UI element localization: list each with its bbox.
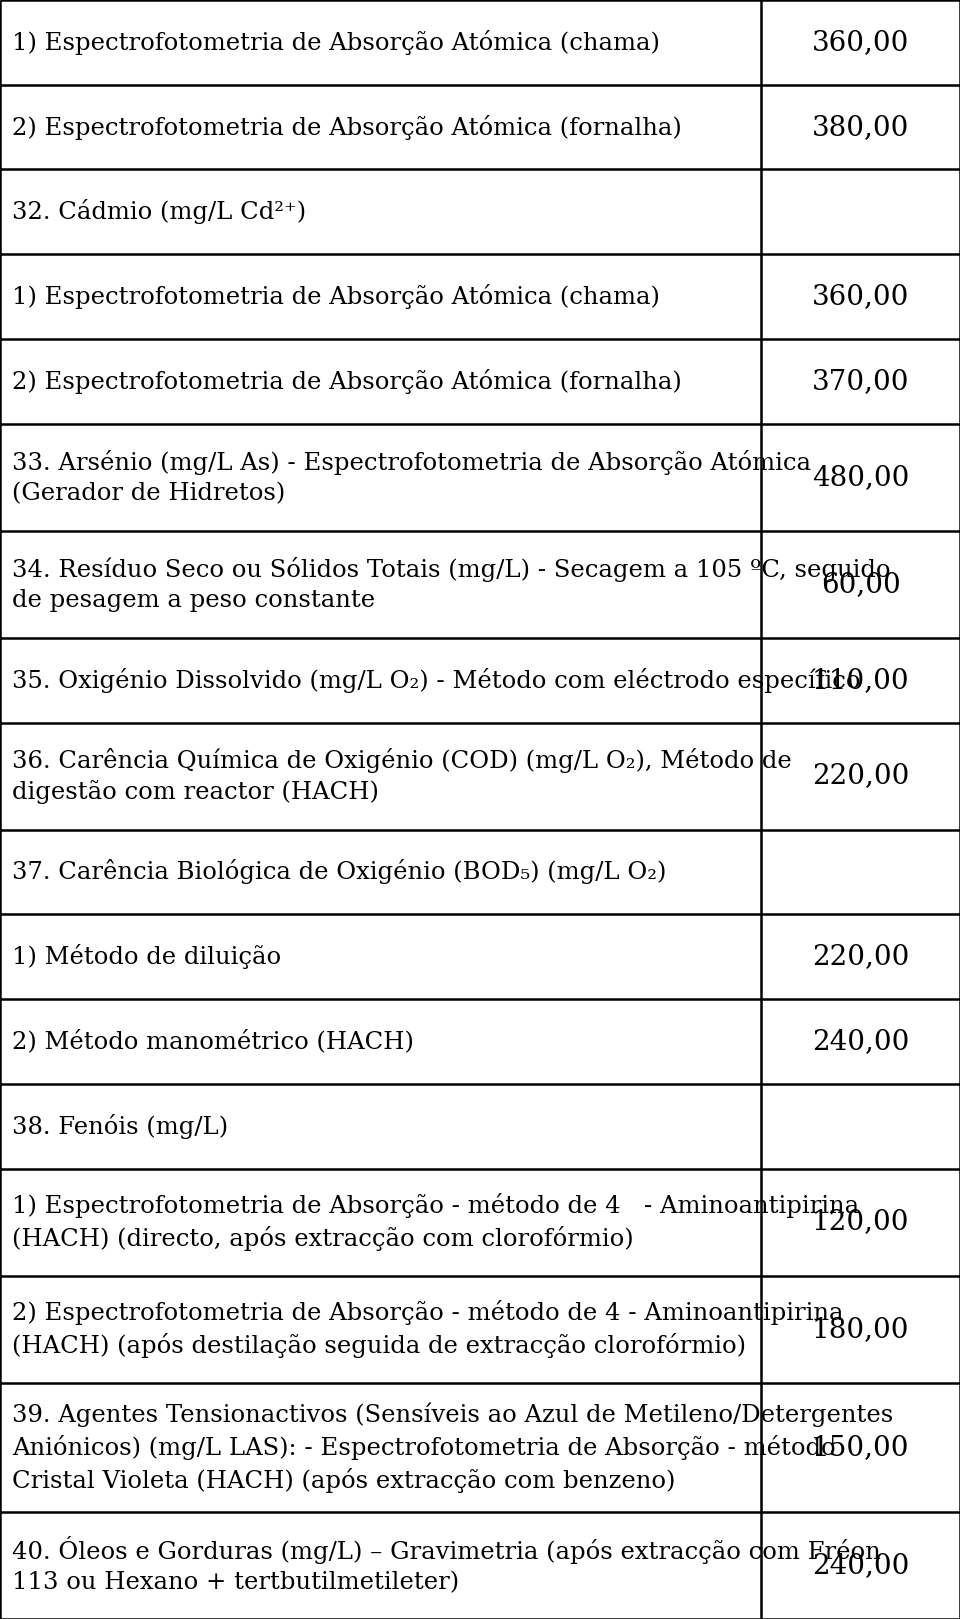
Text: 2) Espectrofotometria de Absorção Atómica (fornalha): 2) Espectrofotometria de Absorção Atómic… xyxy=(12,369,682,393)
Text: 220,00: 220,00 xyxy=(812,944,909,970)
Text: 380,00: 380,00 xyxy=(812,113,909,141)
Text: 360,00: 360,00 xyxy=(812,283,909,311)
Text: 1) Espectrofotometria de Absorção Atómica (chama): 1) Espectrofotometria de Absorção Atómic… xyxy=(12,29,660,55)
Text: 37. Carência Biológica de Oxigénio (BOD₅) (mg/L O₂): 37. Carência Biológica de Oxigénio (BOD₅… xyxy=(12,860,666,884)
Text: 34. Resíduo Seco ou Sólidos Totais (mg/L) - Secagem a 105 ºC, seguido
de pesagem: 34. Resíduo Seco ou Sólidos Totais (mg/L… xyxy=(12,557,891,612)
Text: 120,00: 120,00 xyxy=(812,1208,909,1235)
Text: 1) Método de diluição: 1) Método de diluição xyxy=(12,944,281,970)
Text: 40. Óleos e Gorduras (mg/L) – Gravimetria (após extracção com Fréon
113 ou Hexan: 40. Óleos e Gorduras (mg/L) – Gravimetri… xyxy=(12,1536,880,1595)
Text: 60,00: 60,00 xyxy=(821,572,900,597)
Text: 240,00: 240,00 xyxy=(812,1553,909,1579)
Text: 1) Espectrofotometria de Absorção Atómica (chama): 1) Espectrofotometria de Absorção Atómic… xyxy=(12,283,660,309)
Text: 38. Fenóis (mg/L): 38. Fenóis (mg/L) xyxy=(12,1114,228,1138)
Text: 150,00: 150,00 xyxy=(812,1434,909,1460)
Text: 110,00: 110,00 xyxy=(812,667,909,693)
Text: 2) Espectrofotometria de Absorção - método de 4 - Aminoantipirina
(HACH) (após d: 2) Espectrofotometria de Absorção - méto… xyxy=(12,1300,844,1358)
Text: 32. Cádmio (mg/L Cd²⁺): 32. Cádmio (mg/L Cd²⁺) xyxy=(12,199,306,225)
Text: 35. Oxigénio Dissolvido (mg/L O₂) - Método com eléctrodo específico: 35. Oxigénio Dissolvido (mg/L O₂) - Méto… xyxy=(12,667,860,693)
Text: 39. Agentes Tensionactivos (Sensíveis ao Azul de Metileno/Detergentes
Aniónicos): 39. Agentes Tensionactivos (Sensíveis ao… xyxy=(12,1402,893,1493)
Text: 33. Arsénio (mg/L As) - Espectrofotometria de Absorção Atómica
(Gerador de Hidre: 33. Arsénio (mg/L As) - Espectrofotometr… xyxy=(12,450,811,505)
Text: 370,00: 370,00 xyxy=(812,368,909,395)
Text: 2) Método manométrico (HACH): 2) Método manométrico (HACH) xyxy=(12,1030,414,1054)
Text: 220,00: 220,00 xyxy=(812,763,909,790)
Text: 1) Espectrofotometria de Absorção - método de 4   - Aminoantipirina
(HACH) (dire: 1) Espectrofotometria de Absorção - méto… xyxy=(12,1193,859,1251)
Text: 360,00: 360,00 xyxy=(812,29,909,57)
Text: 2) Espectrofotometria de Absorção Atómica (fornalha): 2) Espectrofotometria de Absorção Atómic… xyxy=(12,115,682,139)
Text: 480,00: 480,00 xyxy=(812,463,909,491)
Text: 36. Carência Química de Oxigénio (COD) (mg/L O₂), Método de
digestão com reactor: 36. Carência Química de Oxigénio (COD) (… xyxy=(12,748,792,805)
Text: 240,00: 240,00 xyxy=(812,1028,909,1056)
Text: 180,00: 180,00 xyxy=(812,1316,909,1342)
